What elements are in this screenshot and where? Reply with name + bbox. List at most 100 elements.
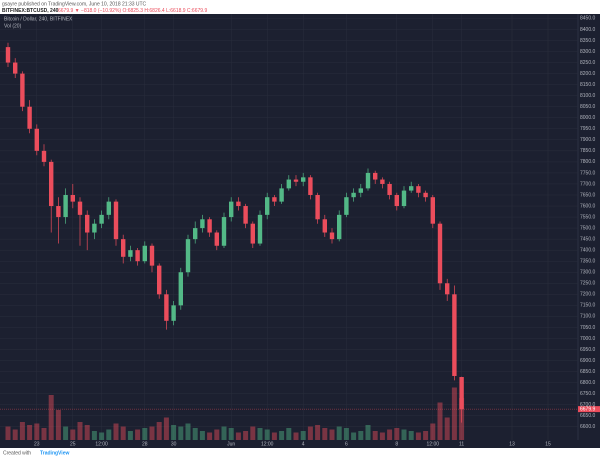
y-tick-label: 6800.0 (580, 380, 596, 386)
volume-bar (408, 431, 414, 440)
volume-bar (351, 432, 357, 440)
y-tick-label: 6950.0 (580, 347, 596, 353)
candle-body (56, 206, 61, 218)
volume-bar (394, 428, 400, 440)
candle-body (85, 214, 90, 233)
volume-bar (70, 429, 76, 440)
footer-created: Created with (3, 450, 31, 456)
y-tick-label: 7150.0 (580, 303, 596, 309)
volume-bar (336, 426, 342, 440)
volume-bar (55, 410, 61, 440)
candle-body (344, 197, 349, 215)
x-tick-label: 28 (142, 441, 148, 447)
volume-bar (113, 423, 119, 440)
candle-body (265, 197, 270, 215)
volume-bar (185, 423, 191, 440)
candle-body (77, 201, 83, 215)
quote: 6679.9 ▼ −818.0 (−10.92%) O:6825.3 H:682… (58, 8, 207, 14)
volume-bar (127, 431, 133, 440)
candle-body (279, 188, 284, 202)
y-tick-label: 6900.0 (580, 358, 596, 364)
volume-bar (279, 431, 285, 440)
volume-bar (142, 428, 148, 440)
candle-body (459, 377, 464, 410)
y-tick-label: 7450.0 (580, 236, 596, 242)
candle-body (121, 239, 126, 257)
candle-body (229, 201, 234, 218)
volume-bar (228, 428, 234, 440)
y-tick-label: 7200.0 (580, 292, 596, 298)
y-tick-label: 6850.0 (580, 369, 596, 375)
y-tick-label: 8200.0 (580, 71, 596, 77)
x-tick-label: 12:00 (261, 441, 274, 447)
volume-bar (372, 431, 378, 440)
volume-bar (300, 431, 306, 440)
y-tick-label: 8400.0 (580, 27, 596, 33)
candle-body (200, 219, 205, 229)
x-tick-label: Jun (227, 441, 235, 447)
y-tick-label: 7050.0 (580, 325, 596, 331)
volume-bar (221, 426, 227, 440)
volume-bar (451, 387, 457, 440)
volume-bar (106, 429, 112, 440)
x-tick-label: 23 (34, 441, 40, 447)
candle-body (337, 214, 342, 240)
candle-body (445, 283, 450, 295)
chart-title: Bitcoin / Dollar, 240, BITFINEX (4, 16, 73, 22)
volume-bar (34, 423, 40, 440)
volume-bar (430, 423, 436, 440)
volume-bar (99, 432, 105, 440)
x-tick-label: 8 (395, 441, 398, 447)
volume-bar (149, 426, 155, 440)
x-tick-label: 12:00 (427, 441, 440, 447)
y-tick-label: 6700.0 (580, 402, 596, 408)
candle-body (437, 223, 443, 284)
candle-body (272, 197, 277, 202)
candle-body (236, 201, 241, 207)
y-tick-label: 8450.0 (580, 16, 596, 22)
candle-body (171, 305, 176, 321)
y-tick-label: 8100.0 (580, 93, 596, 99)
candle-body (423, 192, 428, 198)
candle-body (214, 232, 219, 246)
header-bg (0, 0, 600, 14)
candle-body (358, 188, 363, 193)
volume-bar (423, 431, 429, 440)
volume-bar (329, 429, 335, 440)
x-tick-label: 13 (509, 441, 515, 447)
candle-body (27, 106, 32, 129)
volume-bar (315, 425, 321, 440)
volume-bar (156, 422, 162, 440)
y-tick-label: 8250.0 (580, 60, 596, 66)
volume-bar (322, 428, 328, 440)
candle-body (351, 192, 356, 198)
volume-bar (250, 426, 256, 440)
candle-body (41, 150, 47, 162)
candle-body (221, 217, 227, 246)
volume-bar (171, 425, 177, 440)
y-tick-label: 7550.0 (580, 214, 596, 220)
volume-bar (27, 425, 33, 440)
candle-body (293, 179, 299, 182)
candle-body (193, 228, 198, 240)
y-tick-label: 8300.0 (580, 49, 596, 55)
volume-bar (243, 431, 249, 440)
candle-body (380, 179, 385, 184)
candle-body (142, 245, 147, 262)
candle-body (329, 232, 335, 240)
y-tick-label: 7900.0 (580, 137, 596, 143)
y-tick-label: 7500.0 (580, 225, 596, 231)
volume-bar (199, 431, 205, 440)
candle-body (322, 219, 327, 233)
candle-body (149, 245, 155, 266)
candle-body (373, 172, 378, 180)
last-price-label: 6679.9 (580, 406, 596, 412)
candle-body (63, 194, 68, 218)
candle-body (34, 128, 39, 151)
byline: gsayre published on TradingView.com, Jun… (2, 1, 147, 7)
candle-body (257, 214, 263, 244)
y-tick-label: 7000.0 (580, 336, 596, 342)
y-tick-label: 7350.0 (580, 259, 596, 265)
